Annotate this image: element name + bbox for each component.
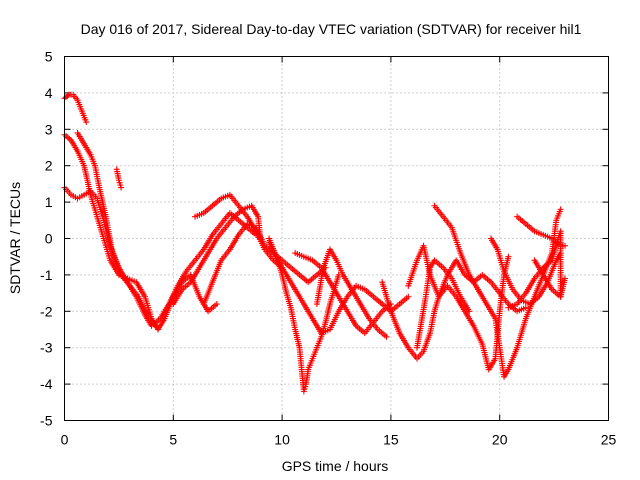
plot-frame — [64, 56, 609, 421]
x-tick-label: 10 — [274, 432, 290, 448]
data-point — [557, 206, 564, 213]
data-points — [61, 91, 568, 395]
data-point — [118, 184, 125, 191]
y-tick-label: -1 — [40, 267, 53, 283]
y-tick-labels: -5 -4 -3 -2 -1 0 1 2 3 4 5 — [40, 49, 53, 429]
y-tick-label: 2 — [45, 158, 53, 174]
x-tick-labels: 0 5 10 15 20 25 — [61, 432, 617, 448]
data-point — [561, 242, 568, 249]
y-tick-label: 0 — [45, 231, 53, 247]
data-point — [405, 293, 412, 300]
chart-title: Day 016 of 2017, Sidereal Day-to-day VTE… — [81, 21, 582, 37]
y-tick-label: -5 — [40, 413, 53, 429]
data-point — [83, 119, 90, 126]
data-point — [383, 333, 390, 340]
y-tick-label: 5 — [45, 49, 53, 65]
x-tick-label: 25 — [601, 432, 617, 448]
data-point — [152, 322, 159, 329]
x-tick-label: 5 — [169, 432, 177, 448]
y-tick-label: -2 — [40, 303, 53, 319]
x-tick-label: 15 — [383, 432, 399, 448]
x-tick-label: 20 — [492, 432, 508, 448]
x-tick-label: 0 — [61, 432, 69, 448]
data-point — [466, 308, 473, 315]
grid — [64, 56, 609, 421]
data-point — [213, 301, 220, 308]
y-axis-label: SDTVAR / TECUs — [7, 182, 23, 294]
x-axis-label: GPS time / hours — [282, 458, 389, 474]
y-tick-label: -3 — [40, 340, 53, 356]
y-tick-label: 3 — [45, 121, 53, 137]
data-point — [561, 275, 568, 282]
y-tick-label: 4 — [45, 85, 53, 101]
y-tick-label: -4 — [40, 376, 53, 392]
data-point — [505, 253, 512, 260]
y-tick-label: 1 — [45, 194, 53, 210]
data-point — [522, 304, 529, 311]
